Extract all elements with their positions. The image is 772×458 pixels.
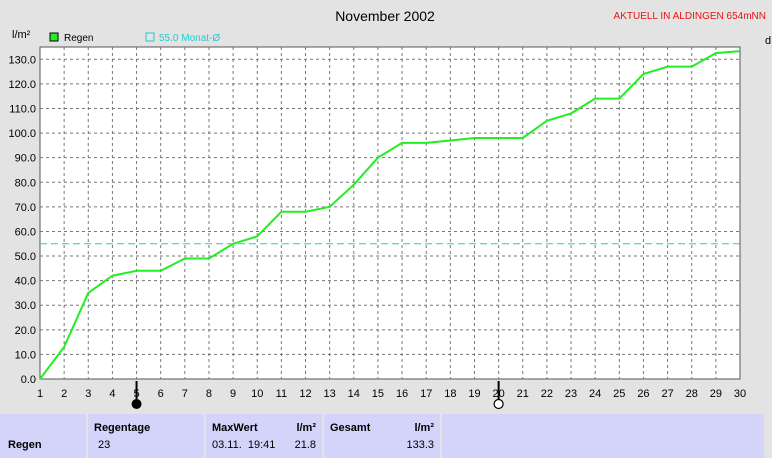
gesamt-cell: Gesamt l/m² 133.3 xyxy=(324,414,440,458)
x-tick-label: 30 xyxy=(734,388,746,400)
legend-label-average: 55.0 Monat-Ø xyxy=(159,33,220,44)
regentage-cell: Regentage 23 xyxy=(88,414,204,458)
x-tick-label: 3 xyxy=(85,388,91,400)
x-tick-label: 19 xyxy=(468,388,480,400)
x-tick-label: 13 xyxy=(324,388,336,400)
x-tick-label: 17 xyxy=(420,388,432,400)
maxwert-header: MaxWert xyxy=(212,422,258,434)
x-tick-label: 7 xyxy=(182,388,188,400)
gesamt-header: Gesamt xyxy=(330,422,371,434)
maxwert-value: 21.8 xyxy=(294,439,316,451)
full-moon-icon xyxy=(131,399,142,409)
y-tick-label: 120.0 xyxy=(8,79,36,91)
y-tick-label: 100.0 xyxy=(8,128,36,140)
maxwert-unit: l/m² xyxy=(296,422,316,434)
x-tick-label: 4 xyxy=(109,388,115,400)
y-tick-label: 0.0 xyxy=(21,374,36,386)
y-axis-ticks: 0.0 10.0 20.0 30.0 40.0 50.0 60.0 70.0 80.0 90.0 1… xyxy=(8,54,36,386)
x-tick-label: 24 xyxy=(589,388,601,400)
y-tick-label: 80.0 xyxy=(15,177,36,189)
grid xyxy=(40,47,740,379)
x-tick-label: 15 xyxy=(372,388,384,400)
right-edge-label: d xyxy=(765,35,771,47)
x-tick-label: 12 xyxy=(299,388,311,400)
chart: 0.0 10.0 20.0 30.0 40.0 50.0 60.0 70.0 80.0 90.0 1… xyxy=(8,8,771,410)
y-tick-label: 60.0 xyxy=(15,226,36,238)
x-tick-label: 10 xyxy=(251,388,263,400)
stats-panel: Regen Regentage 23 MaxWert l/m² 03.11. 1… xyxy=(0,414,772,458)
stats-label-cell: Regen xyxy=(0,414,86,458)
x-tick-label: 9 xyxy=(230,388,236,400)
moon-phase-markers xyxy=(131,381,504,410)
y-tick-label: 30.0 xyxy=(15,300,36,312)
y-tick-label: 40.0 xyxy=(15,276,36,288)
x-tick-label: 18 xyxy=(444,388,456,400)
regentage-header: Regentage xyxy=(94,422,151,434)
legend-label-regen: Regen xyxy=(64,33,93,44)
x-tick-label: 8 xyxy=(206,388,212,400)
x-tick-label: 27 xyxy=(661,388,673,400)
maxwert-datetime: 03.11. 19:41 xyxy=(212,439,276,451)
stats-filler-cell xyxy=(442,414,764,458)
stats-row-label: Regen xyxy=(8,439,42,451)
y-tick-label: 10.0 xyxy=(15,349,36,361)
regentage-value: 23 xyxy=(98,439,111,451)
y-tick-label: 130.0 xyxy=(8,54,36,66)
x-tick-label: 25 xyxy=(613,388,625,400)
new-moon-icon xyxy=(493,398,504,410)
y-tick-label: 90.0 xyxy=(15,153,36,165)
x-tick-label: 26 xyxy=(637,388,649,400)
x-tick-label: 28 xyxy=(686,388,698,400)
x-tick-label: 23 xyxy=(565,388,577,400)
plot-area xyxy=(39,46,741,380)
x-axis-ticks: 1234567891011121314151617181920212223242… xyxy=(37,388,746,400)
x-tick-label: 29 xyxy=(710,388,722,400)
y-axis-unit: l/m² xyxy=(12,29,31,41)
x-tick-label: 11 xyxy=(276,388,287,400)
y-tick-label: 50.0 xyxy=(15,251,36,263)
y-tick-label: 110.0 xyxy=(9,103,36,115)
gesamt-unit: l/m² xyxy=(414,422,434,434)
x-tick-label: 16 xyxy=(396,388,408,400)
legend: Regen 55.0 Monat-Ø xyxy=(49,32,220,44)
x-tick-label: 1 xyxy=(37,388,43,400)
y-tick-label: 20.0 xyxy=(15,325,36,337)
chart-title: November 2002 xyxy=(335,8,435,24)
station-label: AKTUELL IN ALDINGEN 654mNN xyxy=(614,11,766,22)
y-tick-label: 70.0 xyxy=(15,202,36,214)
series-line-regen xyxy=(39,50,741,380)
x-tick-label: 14 xyxy=(348,388,360,400)
gesamt-value: 133.3 xyxy=(406,439,434,451)
x-tick-label: 6 xyxy=(158,388,164,400)
legend-swatch-average xyxy=(145,32,155,42)
x-tick-label: 22 xyxy=(541,388,553,400)
maxwert-cell: MaxWert l/m² 03.11. 19:41 21.8 xyxy=(206,414,322,458)
x-tick-label: 2 xyxy=(61,388,67,400)
legend-swatch-regen xyxy=(49,32,59,42)
x-tick-label: 21 xyxy=(517,388,529,400)
